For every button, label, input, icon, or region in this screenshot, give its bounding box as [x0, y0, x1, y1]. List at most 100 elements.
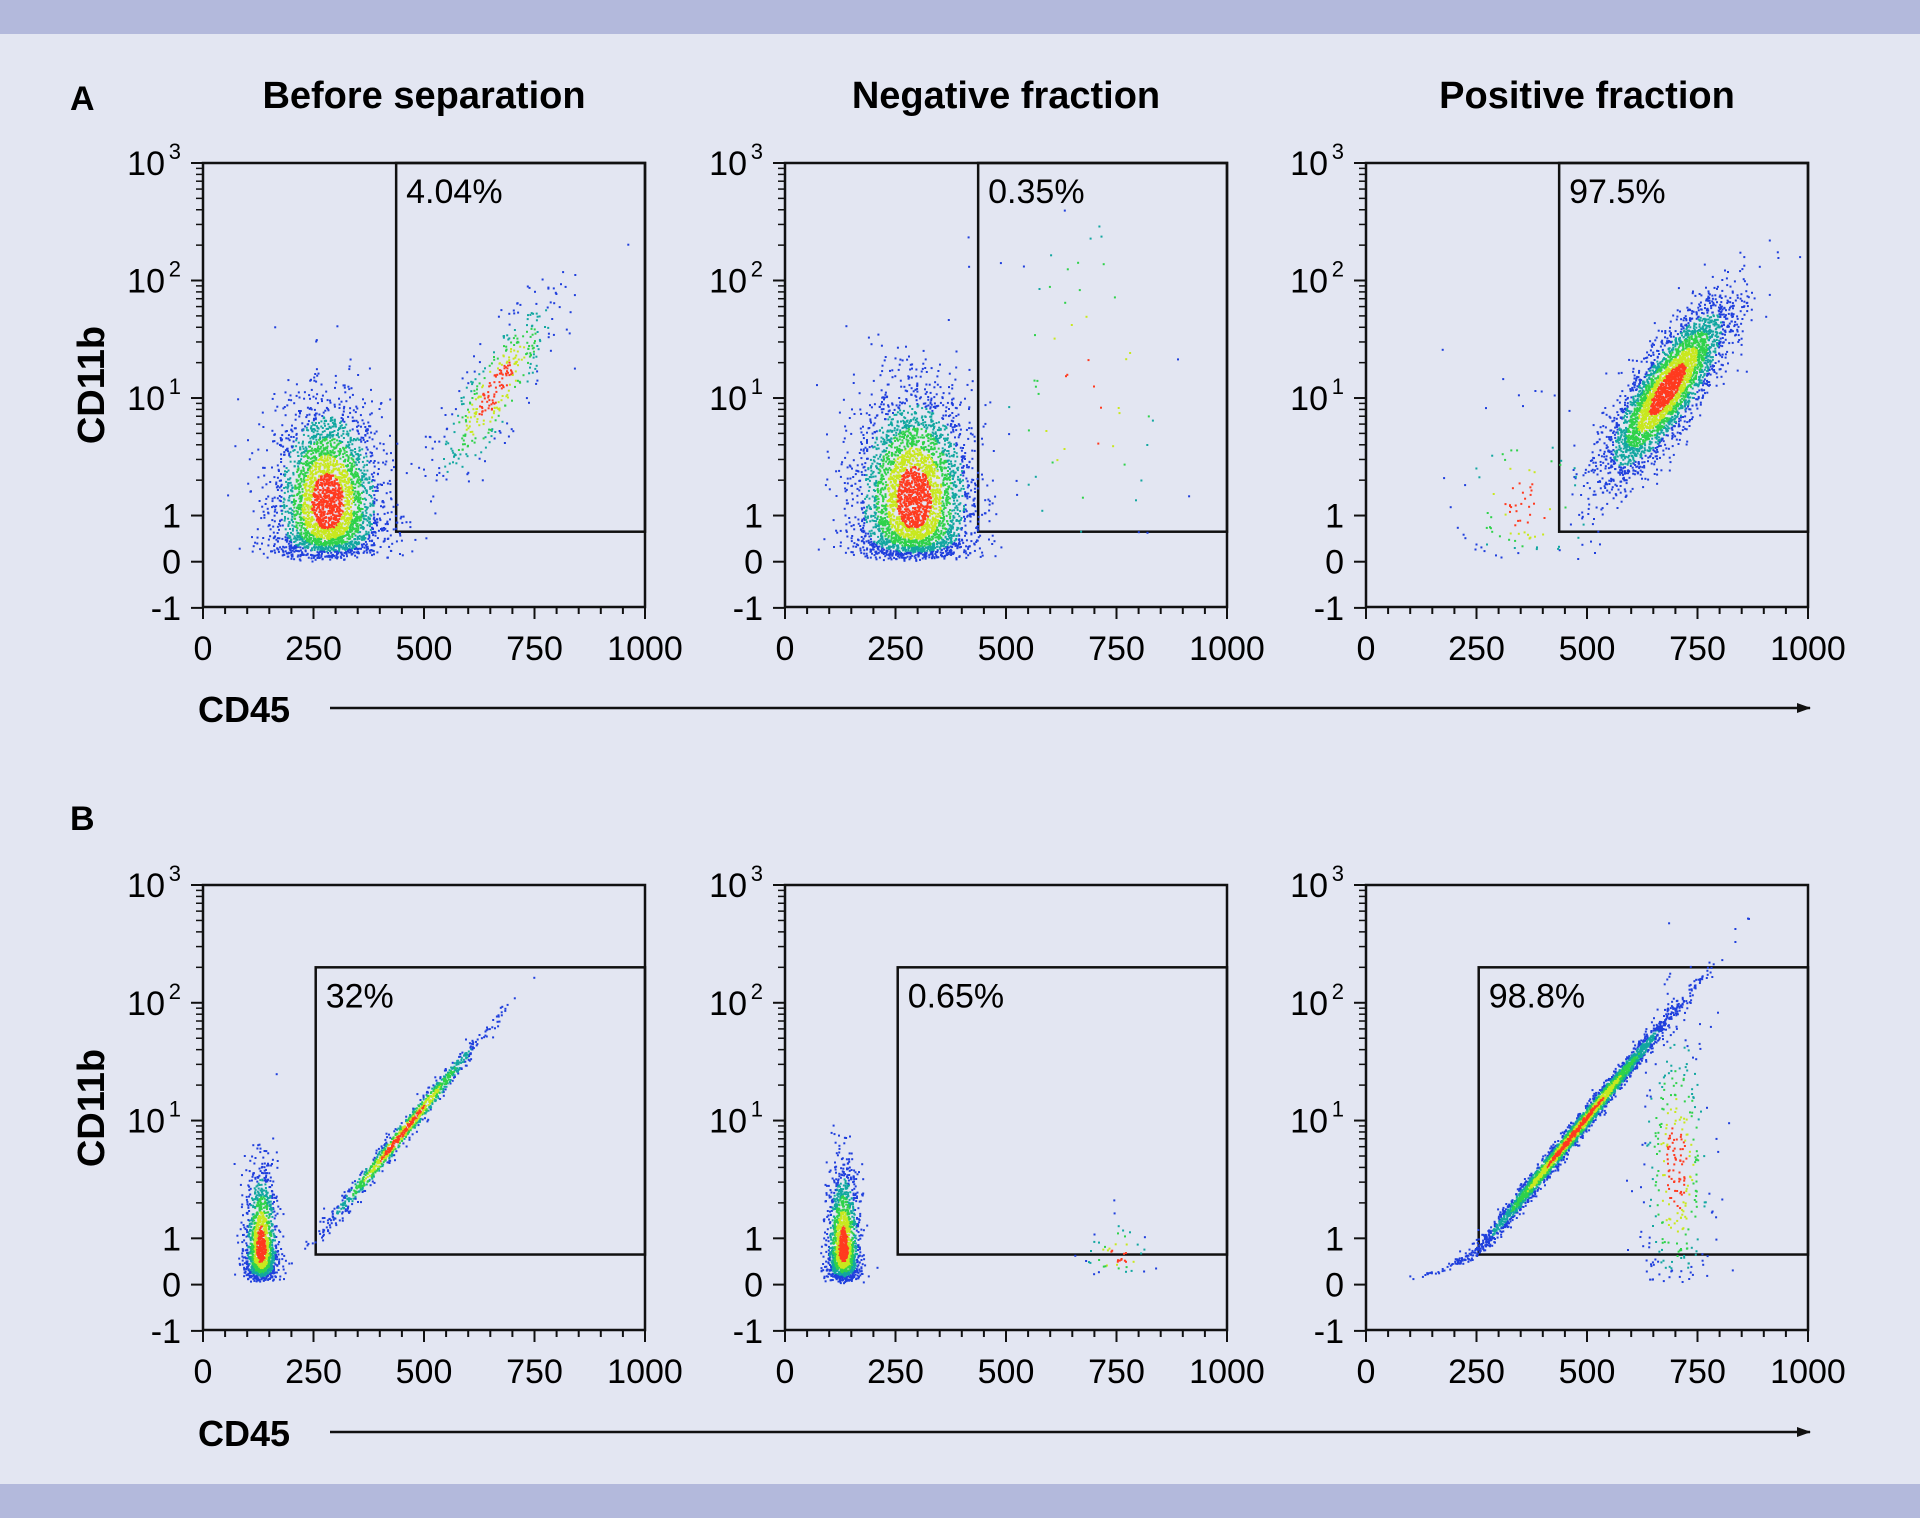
event-dot [340, 524, 343, 527]
event-dot [291, 512, 294, 515]
event-dot [473, 393, 476, 395]
event-dot [383, 505, 386, 508]
event-dot [359, 497, 362, 500]
event-dot [484, 409, 487, 412]
event-dot [872, 489, 875, 492]
event-dot [247, 482, 250, 485]
event-dot [356, 552, 359, 555]
event-dot [312, 434, 315, 437]
event-dot [386, 523, 389, 526]
event-dot [342, 504, 345, 507]
event-dot [381, 529, 384, 532]
event-dot [354, 470, 357, 473]
event-dot [860, 457, 863, 460]
event-dot [901, 512, 904, 515]
event-dot [301, 428, 304, 431]
event-dot [354, 545, 357, 548]
event-dot [304, 519, 307, 522]
event-dot [335, 521, 338, 524]
event-dot [322, 520, 324, 523]
event-dot [497, 414, 500, 417]
event-dot [930, 467, 933, 470]
event-dot [295, 480, 298, 483]
event-dot [263, 474, 266, 477]
event-dot [919, 503, 922, 506]
event-dot [281, 524, 284, 527]
event-dot [464, 434, 467, 437]
event-dot [331, 416, 334, 419]
event-dot [878, 468, 881, 471]
event-dot [928, 535, 930, 538]
event-dot [307, 467, 310, 470]
event-dot [281, 424, 284, 427]
event-dot [349, 548, 352, 551]
event-dot [349, 527, 352, 530]
event-dot [329, 460, 332, 463]
event-dot [338, 469, 341, 471]
event-dot [308, 407, 311, 410]
event-dot [366, 432, 369, 435]
event-dot [348, 481, 351, 484]
event-dot [349, 453, 352, 456]
event-dot [343, 483, 346, 486]
event-dot [891, 424, 894, 427]
event-dot [879, 453, 882, 456]
event-dot [288, 495, 291, 497]
event-dot [333, 468, 336, 471]
event-dot [296, 470, 299, 473]
event-dot [293, 494, 296, 497]
event-dot [285, 540, 288, 543]
event-dot [354, 522, 357, 524]
event-dot [338, 471, 341, 474]
event-dot [493, 406, 496, 409]
event-dot [326, 450, 329, 453]
event-dot [333, 530, 336, 533]
event-dot [327, 517, 330, 519]
event-dot [342, 464, 345, 466]
event-dot [293, 402, 296, 405]
event-dot [321, 531, 324, 534]
event-dot [494, 431, 497, 433]
event-dot [283, 504, 286, 507]
event-dot [903, 526, 906, 529]
event-dot [310, 477, 313, 479]
event-dot [305, 494, 307, 497]
event-dot [476, 388, 478, 391]
event-dot [368, 367, 371, 370]
event-dot [275, 483, 278, 486]
event-dot [262, 537, 265, 539]
event-dot [971, 457, 974, 460]
event-dot [345, 423, 348, 426]
event-dot [336, 469, 339, 472]
event-dot [343, 523, 346, 526]
event-dot [870, 473, 873, 476]
event-dot [310, 429, 313, 432]
event-dot [326, 491, 329, 493]
event-dot [315, 482, 318, 485]
event-dot [945, 504, 948, 507]
event-dot [380, 528, 382, 530]
event-dot [303, 484, 306, 487]
event-dot [488, 385, 491, 388]
event-dot [947, 319, 950, 321]
event-dot [949, 444, 952, 446]
event-dot [340, 513, 343, 516]
event-dot [875, 541, 878, 544]
event-dot [438, 467, 441, 470]
event-dot [308, 541, 311, 544]
event-dot [296, 512, 299, 515]
event-dot [922, 465, 925, 468]
event-dot [879, 489, 882, 491]
event-dot [462, 443, 464, 446]
event-dot [345, 553, 348, 556]
event-dot [340, 498, 343, 501]
event-dot [286, 536, 289, 539]
event-dot [322, 449, 325, 452]
event-dot [477, 396, 480, 399]
event-dot [506, 422, 509, 425]
event-dot [277, 548, 280, 551]
event-dot [864, 515, 867, 518]
event-dot [306, 414, 309, 417]
event-dot [484, 460, 486, 463]
event-dot [318, 553, 321, 556]
